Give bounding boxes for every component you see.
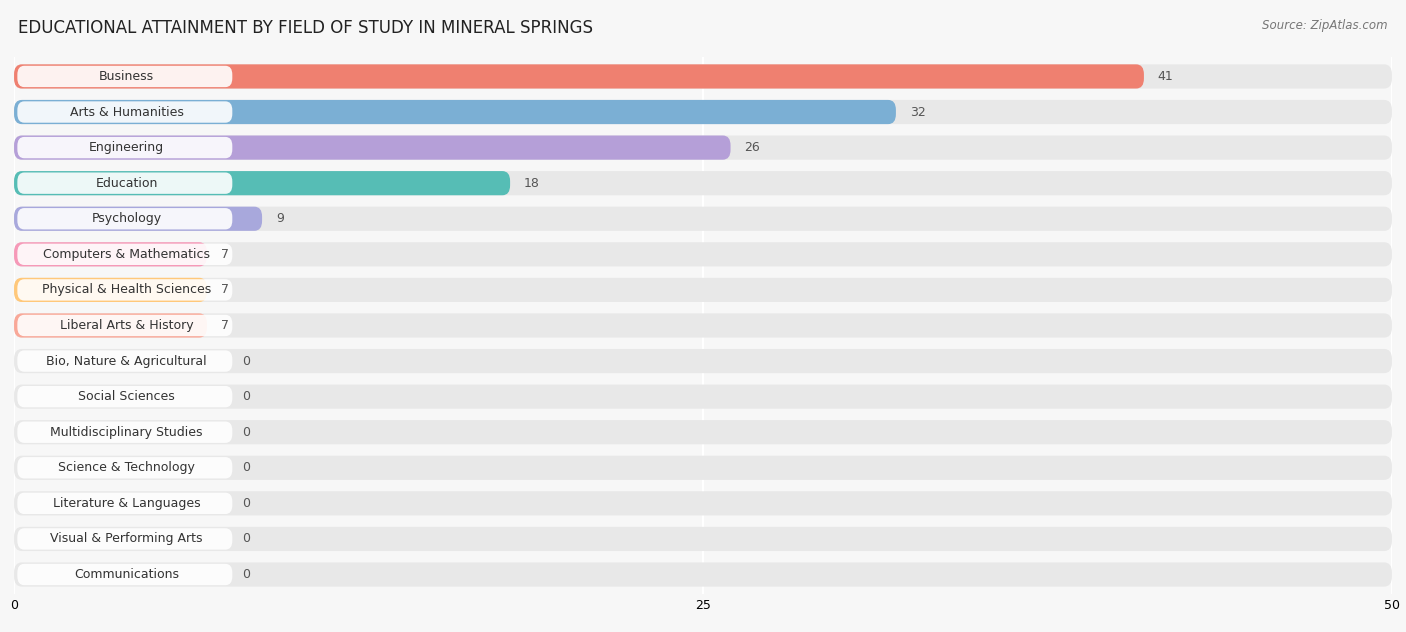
Text: 32: 32 xyxy=(910,106,925,119)
FancyBboxPatch shape xyxy=(14,207,262,231)
FancyBboxPatch shape xyxy=(17,422,232,443)
FancyBboxPatch shape xyxy=(14,242,207,267)
Text: Literature & Languages: Literature & Languages xyxy=(52,497,200,510)
Text: Physical & Health Sciences: Physical & Health Sciences xyxy=(42,283,211,296)
FancyBboxPatch shape xyxy=(14,313,207,337)
Text: 18: 18 xyxy=(524,177,540,190)
Text: Business: Business xyxy=(98,70,155,83)
Text: 41: 41 xyxy=(1157,70,1174,83)
Text: Psychology: Psychology xyxy=(91,212,162,225)
Text: 0: 0 xyxy=(242,532,250,545)
FancyBboxPatch shape xyxy=(14,171,1392,195)
FancyBboxPatch shape xyxy=(14,100,1392,124)
Text: Education: Education xyxy=(96,177,157,190)
Text: 0: 0 xyxy=(242,568,250,581)
FancyBboxPatch shape xyxy=(14,100,896,124)
FancyBboxPatch shape xyxy=(17,315,232,336)
FancyBboxPatch shape xyxy=(17,173,232,194)
FancyBboxPatch shape xyxy=(14,420,1392,444)
FancyBboxPatch shape xyxy=(14,64,1392,88)
Text: Bio, Nature & Agricultural: Bio, Nature & Agricultural xyxy=(46,355,207,368)
FancyBboxPatch shape xyxy=(17,279,232,301)
Text: 7: 7 xyxy=(221,319,229,332)
FancyBboxPatch shape xyxy=(14,64,1144,88)
FancyBboxPatch shape xyxy=(14,171,510,195)
FancyBboxPatch shape xyxy=(14,456,1392,480)
FancyBboxPatch shape xyxy=(17,386,232,407)
FancyBboxPatch shape xyxy=(17,137,232,158)
Text: 0: 0 xyxy=(242,355,250,368)
FancyBboxPatch shape xyxy=(14,135,731,160)
Text: Computers & Mathematics: Computers & Mathematics xyxy=(44,248,209,261)
FancyBboxPatch shape xyxy=(17,66,232,87)
FancyBboxPatch shape xyxy=(14,278,1392,302)
Text: 26: 26 xyxy=(744,141,761,154)
Text: 9: 9 xyxy=(276,212,284,225)
FancyBboxPatch shape xyxy=(14,278,207,302)
Text: Liberal Arts & History: Liberal Arts & History xyxy=(59,319,193,332)
FancyBboxPatch shape xyxy=(17,457,232,478)
Text: Visual & Performing Arts: Visual & Performing Arts xyxy=(51,532,202,545)
Text: Arts & Humanities: Arts & Humanities xyxy=(69,106,183,119)
Text: Communications: Communications xyxy=(75,568,179,581)
FancyBboxPatch shape xyxy=(17,564,232,585)
Text: 0: 0 xyxy=(242,461,250,474)
Text: 0: 0 xyxy=(242,390,250,403)
Text: EDUCATIONAL ATTAINMENT BY FIELD OF STUDY IN MINERAL SPRINGS: EDUCATIONAL ATTAINMENT BY FIELD OF STUDY… xyxy=(18,19,593,37)
FancyBboxPatch shape xyxy=(14,349,1392,373)
FancyBboxPatch shape xyxy=(17,244,232,265)
Text: Source: ZipAtlas.com: Source: ZipAtlas.com xyxy=(1263,19,1388,32)
Text: 7: 7 xyxy=(221,283,229,296)
FancyBboxPatch shape xyxy=(14,562,1392,586)
FancyBboxPatch shape xyxy=(14,242,1392,267)
Text: Engineering: Engineering xyxy=(89,141,165,154)
FancyBboxPatch shape xyxy=(17,101,232,123)
Text: Multidisciplinary Studies: Multidisciplinary Studies xyxy=(51,426,202,439)
FancyBboxPatch shape xyxy=(14,207,1392,231)
Text: 0: 0 xyxy=(242,497,250,510)
Text: 7: 7 xyxy=(221,248,229,261)
Text: 0: 0 xyxy=(242,426,250,439)
FancyBboxPatch shape xyxy=(17,208,232,229)
FancyBboxPatch shape xyxy=(17,528,232,550)
FancyBboxPatch shape xyxy=(17,350,232,372)
FancyBboxPatch shape xyxy=(14,491,1392,516)
FancyBboxPatch shape xyxy=(14,313,1392,337)
Text: Science & Technology: Science & Technology xyxy=(58,461,195,474)
Text: Social Sciences: Social Sciences xyxy=(79,390,174,403)
FancyBboxPatch shape xyxy=(14,135,1392,160)
FancyBboxPatch shape xyxy=(17,493,232,514)
FancyBboxPatch shape xyxy=(14,527,1392,551)
FancyBboxPatch shape xyxy=(14,384,1392,409)
